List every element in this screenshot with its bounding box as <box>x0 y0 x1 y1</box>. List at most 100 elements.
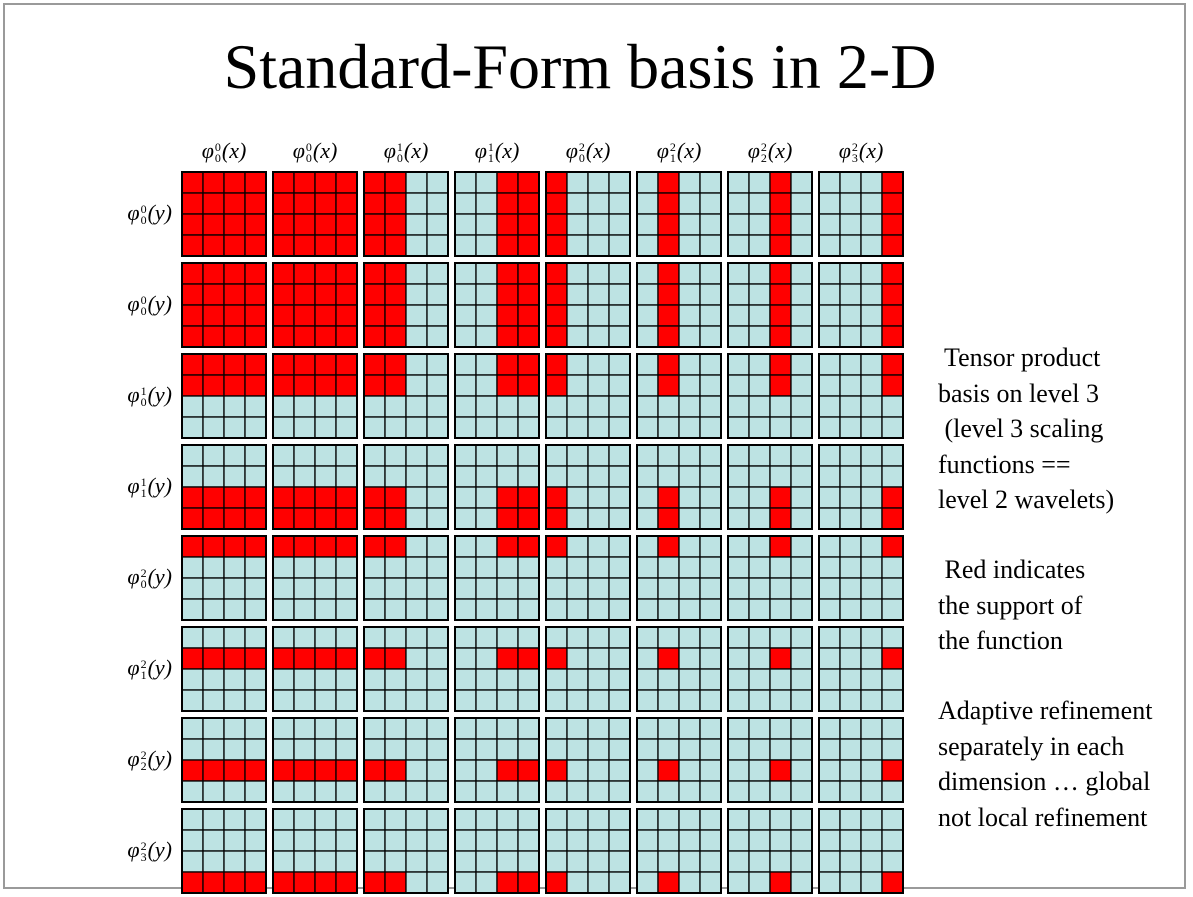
basis-function-cell <box>727 808 813 894</box>
empty-subcell <box>636 689 659 712</box>
empty-subcell <box>426 647 449 670</box>
empty-subcell <box>881 598 904 621</box>
support-subcell <box>496 171 519 194</box>
empty-subcell <box>587 192 610 215</box>
empty-subcell <box>566 647 589 670</box>
empty-subcell <box>244 626 267 649</box>
basis-function-cell <box>545 444 631 530</box>
support-subcell <box>202 353 225 376</box>
empty-subcell <box>314 829 337 852</box>
translation-subscript: 0 <box>140 576 147 591</box>
empty-subcell <box>223 738 246 761</box>
empty-subcell <box>818 416 841 439</box>
empty-subcell <box>181 598 204 621</box>
cell-border <box>363 717 449 803</box>
support-subcell <box>657 192 680 215</box>
empty-subcell <box>496 556 519 579</box>
empty-subcell <box>244 668 267 691</box>
empty-subcell <box>475 444 498 467</box>
empty-subcell <box>545 668 568 691</box>
empty-subcell <box>860 871 883 894</box>
empty-subcell <box>314 738 337 761</box>
empty-subcell <box>608 444 631 467</box>
cell-border <box>818 353 904 439</box>
support-subcell <box>363 353 386 376</box>
level-superscript: 2 <box>851 139 858 154</box>
support-subcell <box>293 353 316 376</box>
empty-subcell <box>818 689 841 712</box>
empty-subcell <box>566 759 589 782</box>
empty-subcell <box>636 535 659 558</box>
empty-subcell <box>426 416 449 439</box>
support-subcell <box>545 234 568 257</box>
support-subcell <box>657 535 680 558</box>
empty-subcell <box>566 577 589 600</box>
empty-subcell <box>496 416 519 439</box>
empty-subcell <box>244 689 267 712</box>
empty-subcell <box>426 262 449 285</box>
translation-subscript: 2 <box>140 758 147 773</box>
empty-subcell <box>839 535 862 558</box>
support-subcell <box>545 507 568 530</box>
support-subcell <box>335 507 358 530</box>
support-subcell <box>223 374 246 397</box>
empty-subcell <box>636 556 659 579</box>
empty-subcell <box>335 717 358 740</box>
empty-subcell <box>272 556 295 579</box>
empty-subcell <box>587 598 610 621</box>
empty-subcell <box>545 416 568 439</box>
empty-subcell <box>181 465 204 488</box>
support-subcell <box>223 283 246 306</box>
empty-subcell <box>587 171 610 194</box>
support-subcell <box>293 283 316 306</box>
empty-subcell <box>244 395 267 418</box>
empty-subcell <box>636 171 659 194</box>
level-superscript: 2 <box>578 139 585 154</box>
empty-subcell <box>608 304 631 327</box>
empty-subcell <box>727 465 750 488</box>
empty-subcell <box>839 780 862 803</box>
empty-subcell <box>608 535 631 558</box>
empty-subcell <box>426 759 449 782</box>
empty-subcell <box>748 647 771 670</box>
empty-subcell <box>363 556 386 579</box>
empty-subcell <box>545 850 568 873</box>
empty-subcell <box>881 829 904 852</box>
support-subcell <box>496 325 519 348</box>
basis-function-cell <box>545 171 631 257</box>
empty-subcell <box>839 171 862 194</box>
support-subcell <box>881 234 904 257</box>
empty-subcell <box>678 780 701 803</box>
side-note-red-support: Red indicates the support of the functio… <box>938 555 1086 655</box>
support-subcell <box>496 486 519 509</box>
empty-subcell <box>678 871 701 894</box>
cell-border <box>636 808 722 894</box>
empty-subcell <box>566 416 589 439</box>
basis-function-cell <box>181 171 267 257</box>
translation-subscript: 1 <box>487 150 494 165</box>
empty-subcell <box>384 738 407 761</box>
empty-subcell <box>748 535 771 558</box>
empty-subcell <box>545 829 568 852</box>
empty-subcell <box>769 780 792 803</box>
empty-subcell <box>181 395 204 418</box>
empty-subcell <box>678 325 701 348</box>
empty-subcell <box>678 465 701 488</box>
empty-subcell <box>699 395 722 418</box>
empty-subcell <box>818 507 841 530</box>
empty-subcell <box>475 668 498 691</box>
function-symbol: φ <box>292 138 305 163</box>
basis-function-cell <box>363 444 449 530</box>
empty-subcell <box>454 374 477 397</box>
support-subcell <box>769 171 792 194</box>
empty-subcell <box>566 668 589 691</box>
support-subcell <box>384 234 407 257</box>
level-superscript: 2 <box>760 139 767 154</box>
empty-subcell <box>314 717 337 740</box>
empty-subcell <box>244 780 267 803</box>
empty-subcell <box>293 808 316 831</box>
